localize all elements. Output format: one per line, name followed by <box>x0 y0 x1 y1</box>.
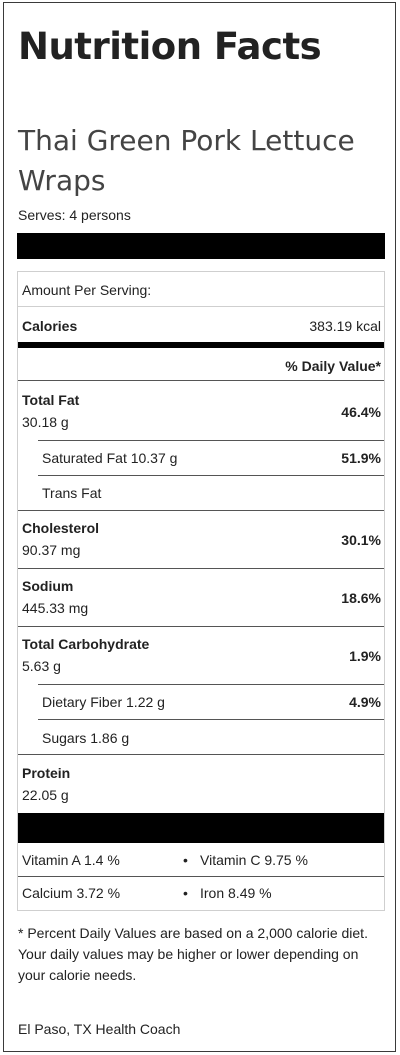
daily-values-footnote: * Percent Daily Values are based on a 2,… <box>18 925 368 983</box>
bullet-icon: • <box>183 852 188 868</box>
protein-amount: 22.05 g <box>22 787 69 803</box>
divider <box>18 568 384 569</box>
sodium-percent: 18.6% <box>341 590 381 606</box>
health-coach-credit: El Paso, TX Health Coach <box>18 1021 181 1037</box>
divider <box>38 684 384 685</box>
recipe-name: Thai Green Pork Lettuce Wraps <box>18 124 355 197</box>
total-fat-amount: 30.18 g <box>22 414 69 430</box>
total-fat-percent: 46.4% <box>341 404 381 420</box>
saturated-fat-percent: 51.9% <box>341 450 381 466</box>
divider <box>38 440 384 441</box>
divider <box>38 475 384 476</box>
sugars-label: Sugars 1.86 g <box>42 730 130 746</box>
cholesterol-label: Cholesterol <box>22 520 100 536</box>
cholesterol-percent: 30.1% <box>341 532 381 548</box>
calcium-text: Calcium 3.72 % <box>22 885 121 901</box>
total-carbohydrate-label: Total Carbohydrate <box>22 636 150 652</box>
calories-label: Calories <box>22 318 78 334</box>
nutrition-facts-panel: Nutrition Facts Thai Green Pork Lettuce … <box>3 2 396 1052</box>
calories-value: 383.19 kcal <box>309 318 381 334</box>
divider <box>38 719 384 720</box>
total-carbohydrate-amount: 5.63 g <box>22 658 61 674</box>
divider <box>18 876 384 877</box>
divider <box>18 754 384 755</box>
header-divider-bar <box>17 233 385 259</box>
saturated-fat-label: Saturated Fat 10.37 g <box>42 450 178 466</box>
dietary-fiber-label: Dietary Fiber 1.22 g <box>42 694 165 710</box>
thick-divider <box>18 342 384 348</box>
sodium-amount: 445.33 mg <box>22 600 89 616</box>
amount-per-serving-label: Amount Per Serving: <box>22 282 152 298</box>
total-carbohydrate-percent: 1.9% <box>349 648 381 664</box>
total-fat-label: Total Fat <box>22 392 80 408</box>
iron-text: Iron 8.49 % <box>200 885 272 901</box>
page-title: Nutrition Facts <box>18 25 322 68</box>
divider <box>18 510 384 511</box>
servings-text: Serves: 4 persons <box>18 207 131 223</box>
vitamin-a-text: Vitamin A 1.4 % <box>22 852 120 868</box>
sodium-label: Sodium <box>22 578 74 594</box>
divider <box>18 626 384 627</box>
divider <box>18 306 384 307</box>
vitamin-c-text: Vitamin C 9.75 % <box>200 852 308 868</box>
vitamins-divider-bar <box>18 813 384 843</box>
daily-value-header: % Daily Value* <box>285 358 381 374</box>
dietary-fiber-percent: 4.9% <box>349 694 381 710</box>
divider <box>18 380 384 381</box>
protein-label: Protein <box>22 765 71 781</box>
nutrition-table: Amount Per Serving: Calories 383.19 kcal… <box>17 271 385 911</box>
trans-fat-label: Trans Fat <box>42 485 102 501</box>
bullet-icon: • <box>183 885 188 901</box>
cholesterol-amount: 90.37 mg <box>22 542 81 558</box>
